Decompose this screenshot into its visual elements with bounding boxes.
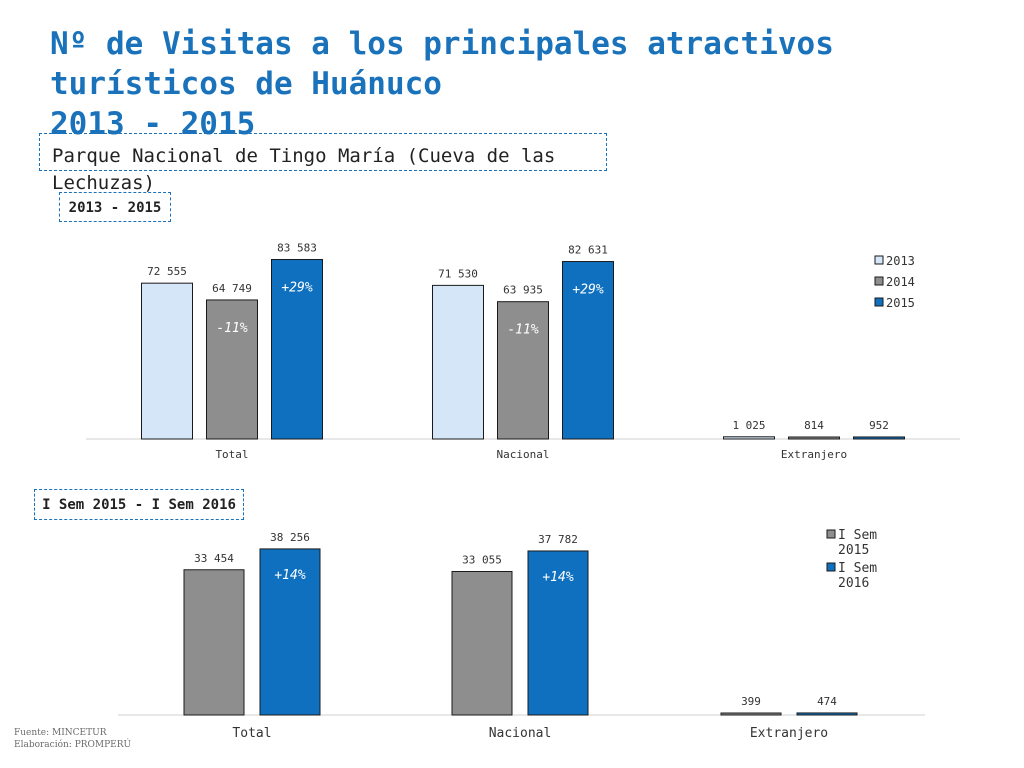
category-label-total: Total bbox=[232, 726, 271, 741]
category-label-nacional: Nacional bbox=[497, 448, 550, 461]
data-label-nacional-i-sem-2016: 37 782 bbox=[538, 533, 578, 546]
change-label-total-2015: +29% bbox=[281, 280, 312, 295]
bar-extranjero-2013 bbox=[723, 436, 775, 440]
legend-label-2014: 2014 bbox=[886, 275, 915, 289]
legend-swatch-i-sem-2015 bbox=[826, 529, 836, 539]
title-line-3: 2013 - 2015 bbox=[50, 106, 256, 142]
title-line-2: turísticos de Huánuco bbox=[50, 66, 442, 102]
source-note: Fuente: MINCETUR bbox=[14, 728, 107, 738]
period-label-semester: I Sem 2015 - I Sem 2016 bbox=[42, 497, 236, 513]
data-label-extranjero-2015: 952 bbox=[869, 419, 889, 432]
bar-nacional-2015 bbox=[562, 261, 614, 440]
bar-extranjero-2014 bbox=[788, 436, 840, 440]
bar-nacional-i-sem-2015 bbox=[451, 570, 513, 716]
category-label-extranjero: Extranjero bbox=[750, 726, 828, 741]
data-label-nacional-i-sem-2015: 33 055 bbox=[462, 553, 502, 566]
category-label-total: Total bbox=[215, 448, 248, 461]
legend-label-i-sem-2015: I Sem 2015 bbox=[838, 528, 877, 558]
title-line-1: Nº de Visitas a los principales atractiv… bbox=[50, 26, 834, 62]
data-label-nacional-2014: 63 935 bbox=[503, 284, 543, 297]
data-label-extranjero-2013: 1 025 bbox=[732, 419, 765, 432]
data-label-total-i-sem-2016: 38 256 bbox=[270, 531, 310, 544]
legend-swatch-i-sem-2016 bbox=[826, 562, 836, 572]
legend-swatch-2013 bbox=[874, 255, 884, 265]
bar-nacional-2014 bbox=[497, 301, 549, 440]
subtitle-frame bbox=[39, 133, 607, 171]
data-label-nacional-2013: 71 530 bbox=[438, 267, 478, 280]
change-label-nacional-2015: +29% bbox=[572, 283, 603, 298]
period-label-annual: 2013 - 2015 bbox=[68, 200, 162, 216]
bar-extranjero-2015 bbox=[853, 436, 905, 440]
data-label-extranjero-2014: 814 bbox=[804, 419, 824, 432]
change-label-total-i-sem-2016: +14% bbox=[274, 568, 305, 583]
legend-label-2013: 2013 bbox=[886, 254, 915, 268]
bar-total-2014 bbox=[206, 299, 258, 440]
change-label-nacional-2014: -11% bbox=[507, 323, 538, 338]
bar-total-i-sem-2016 bbox=[259, 548, 321, 716]
legend-label-i-sem-2016: I Sem 2016 bbox=[838, 561, 877, 591]
data-label-extranjero-i-sem-2016: 474 bbox=[817, 695, 837, 708]
category-label-nacional: Nacional bbox=[489, 726, 552, 741]
data-label-total-i-sem-2015: 33 454 bbox=[194, 552, 234, 565]
period-frame-annual bbox=[59, 192, 171, 222]
footer-notes: Fuente: MINCETUR Elaboración: PROMPERÚ bbox=[14, 727, 131, 751]
category-label-extranjero: Extranjero bbox=[781, 448, 847, 461]
bar-total-2013 bbox=[141, 282, 193, 440]
bar-total-i-sem-2015 bbox=[183, 569, 245, 716]
period-frame-semester bbox=[34, 489, 244, 520]
legend-swatch-2014 bbox=[874, 276, 884, 286]
attraction-subtitle: Parque Nacional de Tingo María (Cueva de… bbox=[52, 145, 556, 194]
legend-swatch-2015 bbox=[874, 297, 884, 307]
data-label-total-2014: 64 749 bbox=[212, 282, 252, 295]
data-label-total-2013: 72 555 bbox=[147, 265, 187, 278]
bar-extranjero-i-sem-2015 bbox=[720, 712, 782, 716]
change-label-total-2014: -11% bbox=[216, 321, 247, 336]
bar-nacional-i-sem-2016 bbox=[527, 550, 589, 716]
data-label-nacional-2015: 82 631 bbox=[568, 244, 608, 257]
change-label-nacional-i-sem-2016: +14% bbox=[542, 570, 573, 585]
prepared-note: Elaboración: PROMPERÚ bbox=[14, 740, 132, 750]
page-title: Nº de Visitas a los principales atractiv… bbox=[50, 24, 990, 144]
data-label-total-2015: 83 583 bbox=[277, 241, 317, 254]
bar-nacional-2013 bbox=[432, 284, 484, 440]
data-label-extranjero-i-sem-2015: 399 bbox=[741, 695, 761, 708]
bar-extranjero-i-sem-2016 bbox=[796, 712, 858, 716]
legend-label-2015: 2015 bbox=[886, 296, 915, 310]
bar-total-2015 bbox=[271, 258, 323, 440]
